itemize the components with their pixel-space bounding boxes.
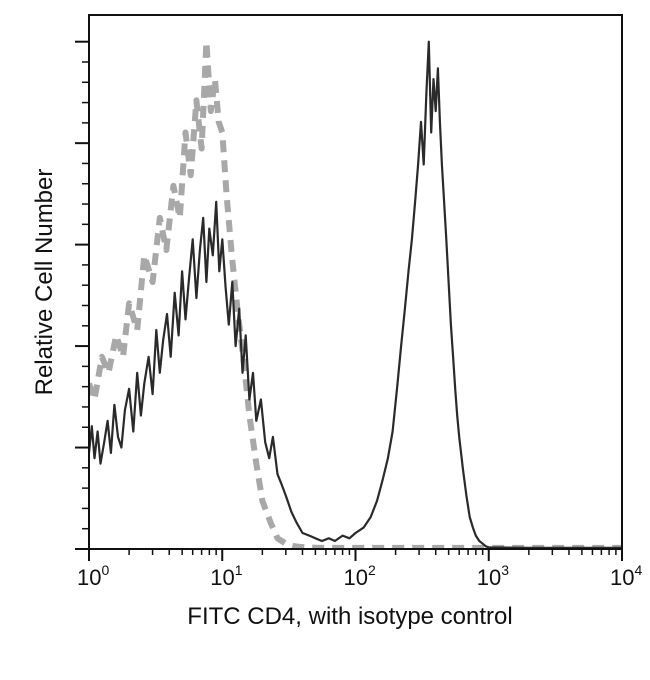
series-layer (89, 38, 622, 549)
x-axis-ticks (88, 549, 623, 561)
series-isotype-control-line (89, 38, 622, 549)
y-axis-title: Relative Cell Number (31, 169, 58, 396)
x-tick-label: 101 (210, 562, 242, 590)
y-axis-ticks (75, 40, 89, 550)
plot-area-frame (88, 14, 623, 550)
x-axis-tick-labels: 100 101 102 103 104 (77, 562, 642, 590)
x-tick-label: 102 (344, 562, 376, 590)
x-tick-label: 103 (477, 562, 509, 590)
series-fitc-cd4-line (89, 40, 622, 549)
x-axis-title: FITC CD4, with isotype control (187, 603, 512, 630)
x-tick-label: 104 (610, 562, 642, 590)
x-tick-label: 100 (77, 562, 109, 590)
